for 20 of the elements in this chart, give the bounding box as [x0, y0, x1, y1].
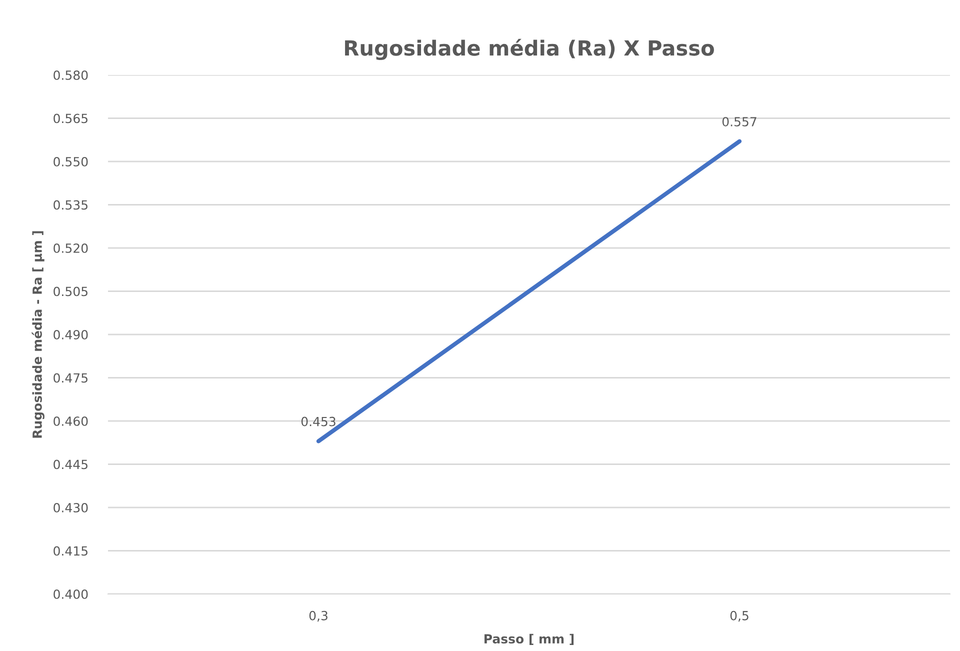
data-label: 0.453	[301, 416, 336, 426]
y-tick-label: 0.550	[54, 156, 88, 166]
y-tick-label: 0.490	[54, 330, 88, 340]
y-tick-label: 0.580	[54, 70, 88, 80]
y-axis-title: Rugosidade média - Ra [ µm ]	[32, 231, 44, 438]
x-axis-title: Passo [ mm ]	[484, 634, 574, 646]
y-tick-label: 0.445	[54, 460, 88, 470]
y-tick-label: 0.475	[54, 373, 88, 383]
y-tick-label: 0.415	[54, 546, 88, 556]
data-label: 0.557	[722, 116, 756, 126]
x-tick-label: 0,5	[730, 610, 748, 622]
y-tick-label: 0.565	[54, 114, 88, 124]
y-tick-label: 0.520	[54, 243, 88, 253]
y-tick-label: 0.430	[54, 502, 88, 512]
y-tick-label: 0.460	[54, 416, 88, 426]
y-tick-label: 0.535	[54, 200, 88, 210]
y-tick-label: 0.505	[54, 286, 88, 296]
y-tick-label: 0.400	[54, 589, 88, 599]
x-tick-label: 0,3	[309, 610, 328, 622]
chart-title: Rugosidade média (Ra) X Passo	[345, 38, 714, 60]
